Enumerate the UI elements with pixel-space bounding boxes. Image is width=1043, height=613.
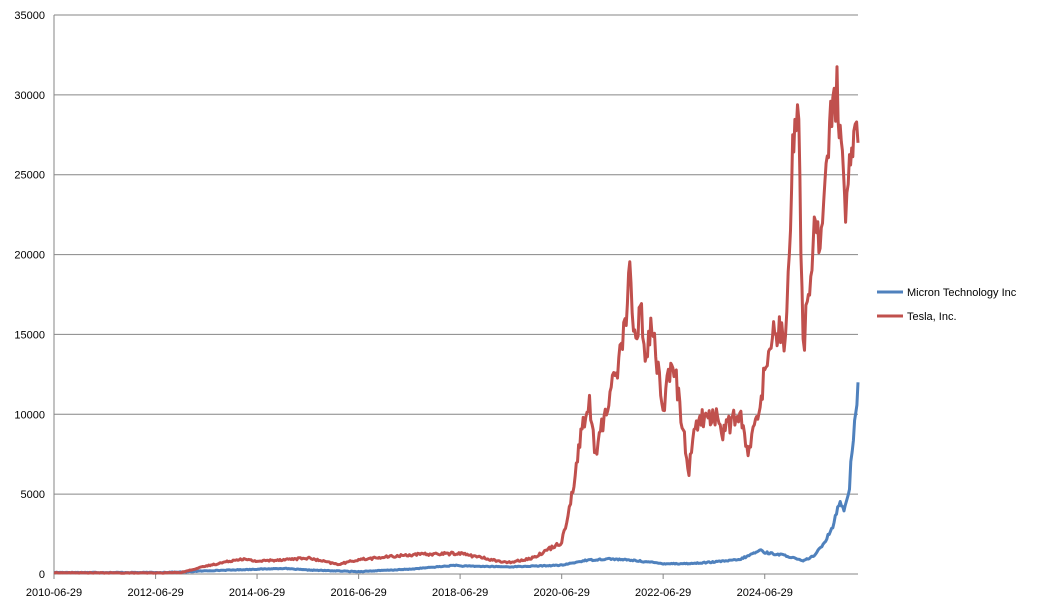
axes: 0 5000 10000 15000 20000 25000 30000 35000 2010-…: [14, 10, 858, 599]
y-tick-label: 35000: [14, 10, 45, 22]
gridlines: [54, 14, 858, 495]
y-tick-label: 15000: [14, 329, 45, 341]
x-tick-label: 2024-06-29: [737, 587, 793, 599]
legend-label: Micron Technology Inc: [907, 287, 1017, 299]
y-tick-label: 25000: [14, 170, 45, 182]
x-tick-label: 2012-06-29: [127, 587, 183, 599]
y-tick-label: 0: [39, 569, 45, 581]
y-tick-label: 10000: [14, 409, 45, 421]
y-tick-label: 5000: [21, 489, 45, 501]
x-tick-label: 2022-06-29: [635, 587, 691, 599]
y-tick-label: 20000: [14, 250, 45, 262]
series-lines: [53, 65, 860, 575]
legend: Micron Technology Inc Tesla, Inc.: [877, 287, 1017, 323]
series-line-micron: [53, 382, 860, 575]
x-tick-label: 2020-06-29: [534, 587, 590, 599]
x-tick-label: 2010-06-29: [26, 587, 82, 599]
series-line-tesla: [53, 65, 860, 575]
y-tick-label: 30000: [14, 90, 45, 102]
x-tick-label: 2018-06-29: [432, 587, 488, 599]
x-tick-label: 2014-06-29: [229, 587, 285, 599]
x-tick-label: 2016-06-29: [331, 587, 387, 599]
legend-label: Tesla, Inc.: [907, 311, 957, 323]
